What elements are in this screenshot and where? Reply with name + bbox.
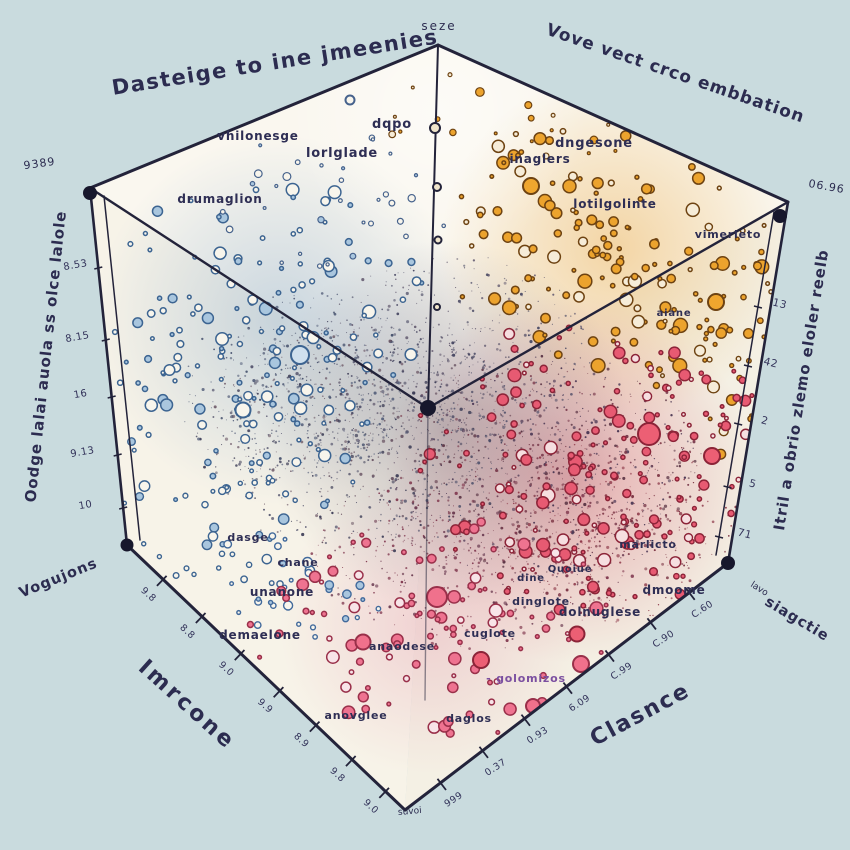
- tick-label: 9.0: [361, 797, 381, 816]
- tick-label: C.60: [690, 599, 716, 621]
- feature-point: [572, 655, 590, 673]
- speckle-cluster: [314, 257, 591, 442]
- point-label: lorlglade: [306, 146, 378, 161]
- axis-knot: [429, 122, 441, 134]
- point-label: cuglote: [464, 627, 516, 640]
- point-label: vimerleto: [695, 228, 762, 241]
- tick-label: 0.93: [525, 725, 550, 747]
- tick-label: 16: [73, 388, 88, 401]
- tick-label: 42: [762, 356, 779, 371]
- point-label: dine: [517, 573, 545, 584]
- point-label: aiane: [657, 308, 692, 319]
- axis-knot: [433, 303, 441, 311]
- tick-label: 9.8: [327, 765, 347, 784]
- ring-cluster: [111, 182, 425, 487]
- feature-point: [426, 586, 448, 608]
- point-label: dolnuglese: [559, 605, 641, 619]
- ring-cluster: [458, 111, 771, 374]
- point-label: inaglers: [509, 152, 570, 166]
- vertex-dot: [721, 556, 735, 570]
- point-label: - golomizos: [486, 672, 566, 685]
- point-label: dmoome: [642, 583, 705, 597]
- point-labels: dqpo vhilonesge lorlglade drumaglion dngeson…: [177, 117, 762, 725]
- tick-label: C.99: [609, 660, 635, 682]
- tick-label: 999: [443, 790, 465, 810]
- point-label: unanone: [250, 585, 314, 599]
- tick-label: lavo: [748, 580, 770, 599]
- cube-interior: [94, 45, 788, 775]
- feature-point: [354, 633, 372, 651]
- tick-label: 9.9: [255, 697, 275, 716]
- tick-label: 71: [736, 527, 753, 542]
- point-label: drumaglion: [177, 192, 262, 206]
- ring-cluster: [223, 532, 382, 640]
- tick-label: 9.0: [216, 659, 236, 678]
- feature-point: [707, 293, 725, 311]
- point-label: vhilonesge: [217, 129, 298, 143]
- tick-label: 5: [748, 477, 758, 490]
- feature-point: [344, 94, 356, 106]
- cube-edges: [83, 43, 790, 812]
- point-label: dinglote: [512, 595, 570, 608]
- tick-label: 8.9: [291, 731, 311, 750]
- ring-cluster: [94, 390, 356, 588]
- feature-point: [234, 401, 252, 419]
- tick-label: C.90: [651, 628, 677, 650]
- tick-label: 0.37: [483, 757, 508, 779]
- tick-label: 13: [771, 297, 788, 312]
- tick-label: 9389: [23, 155, 56, 172]
- tick-label: seze: [421, 19, 456, 33]
- point-label: dngesone: [555, 136, 633, 151]
- feature-point: [472, 651, 490, 669]
- tick-label: 10: [78, 499, 93, 512]
- feature-point: [703, 447, 721, 465]
- scatter-points: [94, 62, 788, 738]
- vertex-dot: [120, 538, 134, 552]
- tick-label: 2: [760, 414, 770, 427]
- tick-label: 9.8: [138, 585, 158, 604]
- axis-knot: [432, 182, 442, 192]
- point-label: anovglee: [325, 709, 388, 722]
- axis-knot: [433, 235, 443, 245]
- vertex-dot: [773, 209, 787, 223]
- feature-point: [568, 625, 586, 643]
- vertex-dot: [420, 400, 436, 416]
- feature-point: [637, 422, 661, 446]
- point-label: Quoiue: [548, 564, 593, 575]
- ring-cluster: [219, 134, 447, 269]
- tick-label: 8.53: [63, 258, 89, 273]
- point-label: lotilgolinte: [573, 197, 656, 211]
- point-label: anaodese: [369, 640, 435, 653]
- ring-cluster: [246, 517, 609, 738]
- tick-label: 9.13: [70, 445, 96, 460]
- tick-label: 8.15: [65, 330, 91, 345]
- point-label: marlicto: [619, 538, 677, 551]
- point-label: dqpo: [372, 117, 412, 132]
- point-label: daglos: [446, 712, 492, 725]
- tick-label: 6.09: [567, 693, 592, 715]
- point-label: chane: [277, 556, 318, 569]
- point-label: demaelone: [219, 628, 301, 642]
- point-label: dasge: [227, 531, 268, 544]
- tick-label: 06.96: [808, 177, 846, 196]
- feature-point: [522, 177, 540, 195]
- tick-label: 8.8: [177, 622, 197, 641]
- feature-point: [290, 345, 310, 365]
- vertex-dot: [83, 186, 97, 200]
- tick-label: suvoi: [398, 806, 423, 818]
